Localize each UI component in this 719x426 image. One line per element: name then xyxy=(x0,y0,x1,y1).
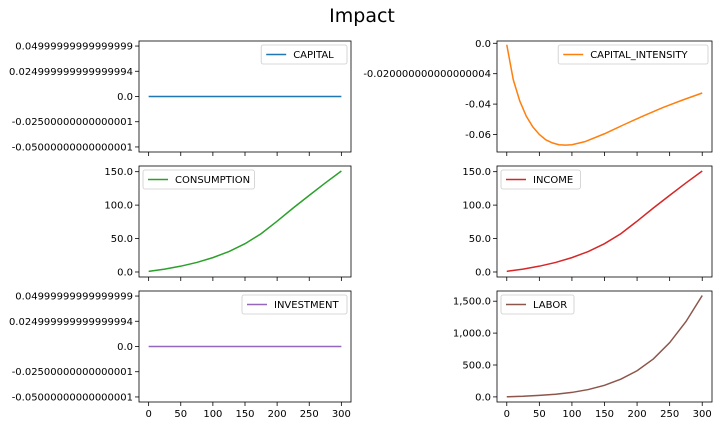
y-tick-label: 100.0 xyxy=(462,201,491,212)
legend-income: INCOME xyxy=(500,169,581,190)
y-tick-label: 150.0 xyxy=(104,167,133,178)
subplot-income: 0.0 50.0 100.0 150.0 INCOME xyxy=(462,165,713,281)
legend-box xyxy=(241,294,348,315)
subplot-consumption: 0.0 50.0 100.0 150.0 CONSUMPTION xyxy=(104,165,352,281)
subplot-investment: -0.05000000000000001 -0.02500000000000001… xyxy=(9,290,352,420)
y-tick-label: 0.024999999999999994 xyxy=(9,67,133,78)
x-tick-label: 50 xyxy=(533,409,546,420)
legend-investment: INVESTMENT xyxy=(241,294,348,315)
y-tick-label: 500.0 xyxy=(462,361,491,372)
y-tick-label: 0.0 xyxy=(475,392,491,403)
legend-box xyxy=(500,294,575,315)
y-tick-label: 0.04999999999999999 xyxy=(15,292,133,303)
legend-box xyxy=(142,169,255,190)
legend-label: CAPITAL_INTENSITY xyxy=(590,50,688,61)
legend-capital: CAPITAL xyxy=(260,44,348,65)
y-tick-label: 0.0 xyxy=(475,267,491,278)
y-tick-label: -0.05000000000000001 xyxy=(12,392,133,403)
legend-label: CONSUMPTION xyxy=(175,175,250,186)
y-tick-label: 0.0 xyxy=(117,267,133,278)
subplot-grid: -0.05000000000000001 -0.02500000000000001… xyxy=(9,39,713,420)
series-line-income xyxy=(506,170,703,273)
x-tick-label: 100 xyxy=(562,409,581,420)
y-tick-label: -0.02500000000000001 xyxy=(12,367,133,378)
series-line-labor xyxy=(506,295,703,398)
y-tick-label: -0.04 xyxy=(465,100,491,111)
y-tick-label: -0.06 xyxy=(465,130,491,141)
y-tick-label: 0.0 xyxy=(117,342,133,353)
legend-label: LABOR xyxy=(533,300,567,311)
x-tick-label: 100 xyxy=(203,409,222,420)
y-tick-label: 0.04999999999999999 xyxy=(15,42,133,53)
x-tick-label: 300 xyxy=(693,409,712,420)
legend-capital-intensity: CAPITAL_INTENSITY xyxy=(557,44,709,65)
series-line-consumption xyxy=(148,170,342,273)
x-tick-label: 250 xyxy=(660,409,679,420)
x-tick-label: 0 xyxy=(504,409,510,420)
y-tick-label: 100.0 xyxy=(104,201,133,212)
subplot-capital-intensity: -0.06 -0.04 -0.020000000000000004 0.0 CAPITA… xyxy=(363,39,713,156)
y-tick-label: 0.024999999999999994 xyxy=(9,317,133,328)
legend-label: INCOME xyxy=(533,175,573,186)
legend-box xyxy=(557,44,709,65)
subplot-labor: 0.0 500.0 1,000.0 1,500.0 0 50 100 150 200 250 300… xyxy=(453,290,713,420)
legend-box xyxy=(500,169,581,190)
legend-labor: LABOR xyxy=(500,294,575,315)
legend-consumption: CONSUMPTION xyxy=(142,169,255,190)
y-tick-label: 150.0 xyxy=(462,167,491,178)
x-tick-label: 300 xyxy=(332,409,351,420)
y-tick-label: -0.05000000000000001 xyxy=(12,142,133,153)
y-tick-label: 50.0 xyxy=(469,234,491,245)
y-tick-label: 0.0 xyxy=(117,92,133,103)
x-tick-label: 250 xyxy=(300,409,319,420)
x-tick-label: 0 xyxy=(145,409,151,420)
series-line-capital-intensity xyxy=(506,44,703,146)
x-tick-label: 50 xyxy=(174,409,187,420)
subplot-capital: -0.05000000000000001 -0.02500000000000001… xyxy=(9,40,352,156)
y-tick-label: -0.020000000000000004 xyxy=(363,69,491,80)
y-tick-label: 50.0 xyxy=(111,234,133,245)
x-tick-label: 200 xyxy=(268,409,287,420)
y-tick-label: 1,500.0 xyxy=(453,297,491,308)
y-tick-label: 0.0 xyxy=(475,39,491,50)
x-tick-label: 150 xyxy=(595,409,614,420)
x-tick-label: 200 xyxy=(628,409,647,420)
legend-box xyxy=(260,44,348,65)
y-tick-label: 1,000.0 xyxy=(453,329,491,340)
x-tick-label: 150 xyxy=(235,409,254,420)
legend-label: INVESTMENT xyxy=(274,300,339,311)
legend-label: CAPITAL xyxy=(293,50,334,61)
y-tick-label: -0.02500000000000001 xyxy=(12,117,133,128)
figure-title: Impact xyxy=(329,5,395,27)
